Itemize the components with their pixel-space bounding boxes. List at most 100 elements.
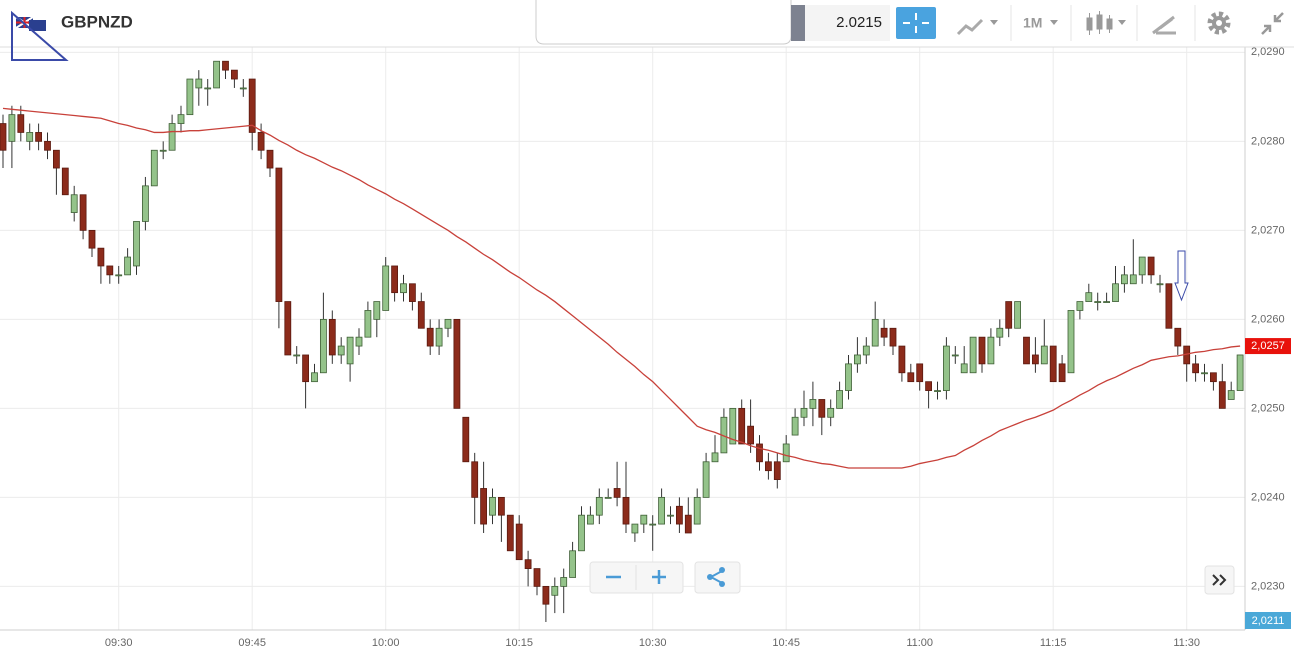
candle-body	[204, 87, 212, 90]
candle-body	[159, 149, 167, 152]
scroll-to-end-button[interactable]	[1204, 565, 1235, 595]
settings-button[interactable]	[1207, 11, 1231, 35]
candle-body	[248, 78, 256, 133]
candle-body	[471, 461, 479, 498]
candle-body	[17, 114, 25, 133]
candle-body	[978, 336, 986, 365]
bottom-price-label: 2,0211	[1252, 615, 1285, 627]
candle-body	[684, 514, 692, 534]
candle-body	[284, 301, 292, 356]
candle-body	[1138, 256, 1146, 276]
candle-body	[186, 78, 194, 116]
y-tick-label: 2,0260	[1251, 313, 1285, 325]
candle-body	[880, 327, 888, 338]
crosshair-button[interactable]	[896, 7, 936, 39]
zoom-controls	[589, 561, 684, 594]
candle-body	[1236, 354, 1244, 391]
candle-body	[631, 523, 639, 534]
candle-body	[480, 488, 488, 525]
candle-body	[818, 399, 826, 418]
chart-type-button[interactable]	[956, 18, 998, 36]
x-tick-label: 10:15	[505, 637, 533, 649]
candle-body	[408, 283, 416, 302]
candle-body	[35, 132, 42, 142]
candle-body	[1192, 363, 1199, 374]
candle-body	[765, 461, 772, 472]
candle-body	[364, 310, 372, 338]
candle-body	[711, 452, 719, 463]
candle-body	[382, 265, 390, 311]
candle-body	[133, 221, 140, 267]
share-button[interactable]	[694, 561, 741, 594]
candle-body	[302, 354, 310, 383]
candle-body	[257, 132, 265, 151]
candle-body	[150, 149, 158, 187]
candle-body	[444, 318, 452, 329]
candle-body	[70, 194, 78, 213]
x-tick-label: 09:30	[105, 637, 133, 649]
candle-body	[213, 60, 221, 89]
candle-body	[346, 336, 354, 365]
collapse-button[interactable]	[1261, 12, 1284, 35]
candle-body	[506, 514, 514, 552]
candle-style-button[interactable]	[1086, 11, 1126, 35]
candle-body	[53, 149, 60, 169]
candle-body	[916, 363, 924, 383]
candle-body	[907, 372, 915, 383]
zoom-in-button[interactable]	[652, 570, 666, 584]
popup-panel[interactable]	[535, 0, 792, 45]
y-tick-label: 2,0270	[1251, 224, 1285, 236]
candle-body	[61, 167, 69, 196]
current-price-tag	[1245, 338, 1291, 355]
x-tick-label: 09:45	[238, 637, 266, 649]
candle-body	[578, 514, 585, 552]
candle-body	[747, 425, 754, 445]
candle-body	[951, 354, 959, 357]
symbol-title: GBPNZD	[61, 12, 133, 31]
candle-body	[854, 354, 861, 365]
candle-body	[773, 461, 781, 480]
candle-body	[373, 301, 381, 320]
candle-body	[1085, 292, 1093, 302]
candle-body	[426, 327, 434, 347]
candle-body	[115, 274, 123, 277]
candle-body	[943, 345, 950, 391]
draw-tool-button[interactable]	[1152, 15, 1176, 35]
candle-body	[355, 336, 363, 347]
candle-body	[702, 461, 710, 498]
timeframe-caret	[1050, 20, 1058, 25]
candle-body	[0, 123, 7, 151]
candle-body	[827, 407, 835, 418]
candle-body	[782, 443, 790, 463]
candle-body	[124, 256, 131, 276]
candle-body	[1023, 336, 1030, 365]
candle-body	[729, 407, 737, 445]
candle-body	[667, 514, 674, 517]
candle-body	[845, 363, 852, 391]
drawing-triangle	[11, 10, 69, 61]
candle-body	[239, 87, 247, 90]
candle-body	[88, 229, 96, 249]
plot	[0, 47, 1245, 630]
candle-body	[676, 505, 683, 525]
candle-body	[26, 132, 34, 142]
candle-body	[435, 327, 443, 347]
candle-body	[293, 354, 301, 357]
candle-body	[497, 496, 505, 516]
timeframe-button[interactable]: 1M	[1023, 15, 1042, 31]
candle-body	[97, 247, 105, 267]
candle-body	[587, 514, 594, 525]
current-price-label: 2,0257	[1251, 340, 1285, 352]
candle-body	[417, 301, 425, 329]
y-tick-label: 2,0240	[1251, 491, 1285, 503]
y-tick-label: 2,0230	[1251, 580, 1285, 592]
y-tick-label: 2,0250	[1251, 402, 1285, 414]
candle-body	[400, 283, 407, 294]
candle-body	[168, 123, 176, 151]
candle-body	[1103, 301, 1110, 303]
candle-body	[1227, 390, 1235, 400]
x-tick-label: 11:30	[1173, 637, 1200, 649]
x-tick-label: 10:00	[372, 637, 400, 649]
candle-body	[311, 372, 318, 383]
candle-body	[1129, 274, 1137, 285]
